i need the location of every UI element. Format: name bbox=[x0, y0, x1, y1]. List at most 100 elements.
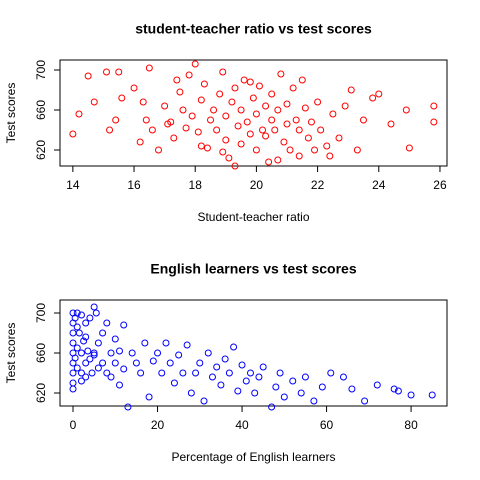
point bbox=[292, 116, 300, 124]
point bbox=[347, 86, 355, 94]
point bbox=[327, 369, 335, 377]
point bbox=[317, 126, 325, 134]
x-tick-label: 16 bbox=[127, 178, 141, 192]
point bbox=[298, 76, 306, 84]
point bbox=[207, 116, 215, 124]
point bbox=[162, 339, 170, 347]
point bbox=[99, 359, 107, 367]
point bbox=[90, 303, 98, 311]
point bbox=[274, 106, 282, 114]
point bbox=[103, 68, 111, 76]
point bbox=[103, 319, 111, 327]
point bbox=[115, 381, 123, 389]
point bbox=[237, 140, 245, 148]
point bbox=[69, 130, 77, 138]
point bbox=[208, 373, 216, 381]
point bbox=[69, 329, 77, 337]
point bbox=[323, 142, 331, 150]
point bbox=[179, 369, 187, 377]
point bbox=[84, 72, 92, 80]
point bbox=[252, 110, 260, 118]
point bbox=[289, 84, 297, 92]
plot-box bbox=[59, 59, 448, 167]
y-tick-label: 660 bbox=[34, 100, 48, 120]
point bbox=[230, 343, 238, 351]
point bbox=[77, 349, 85, 357]
point bbox=[295, 126, 303, 134]
point bbox=[75, 329, 83, 337]
point bbox=[268, 90, 276, 98]
point bbox=[297, 389, 305, 397]
y-tick-label: 660 bbox=[34, 343, 48, 363]
point bbox=[304, 134, 312, 142]
point bbox=[145, 64, 153, 72]
point bbox=[128, 349, 136, 357]
point bbox=[145, 393, 153, 401]
point bbox=[252, 146, 260, 154]
x-tick-label: 0 bbox=[70, 418, 77, 432]
point bbox=[216, 90, 224, 98]
point bbox=[430, 118, 438, 126]
point bbox=[219, 68, 227, 76]
point bbox=[73, 309, 81, 317]
point bbox=[106, 126, 114, 134]
point bbox=[86, 314, 94, 322]
point bbox=[222, 136, 230, 144]
point bbox=[183, 341, 191, 349]
point bbox=[69, 385, 77, 393]
point bbox=[118, 94, 126, 102]
point bbox=[196, 359, 204, 367]
point bbox=[120, 321, 128, 329]
point bbox=[335, 134, 343, 142]
point bbox=[77, 369, 85, 377]
chart-title: English learners vs test scores bbox=[150, 261, 356, 277]
point bbox=[390, 385, 398, 393]
x-tick-label: 20 bbox=[151, 418, 165, 432]
point bbox=[373, 381, 381, 389]
x-tick-label: 24 bbox=[372, 178, 386, 192]
point bbox=[80, 337, 88, 345]
point bbox=[217, 381, 225, 389]
point bbox=[361, 397, 369, 405]
point bbox=[394, 387, 402, 395]
point bbox=[124, 403, 132, 411]
point bbox=[136, 138, 144, 146]
point bbox=[295, 152, 303, 160]
point bbox=[92, 309, 100, 317]
point bbox=[262, 132, 270, 140]
point bbox=[200, 80, 208, 88]
point bbox=[130, 84, 138, 92]
point bbox=[339, 373, 347, 381]
point bbox=[73, 323, 81, 331]
point bbox=[369, 94, 377, 102]
point bbox=[175, 351, 183, 359]
point bbox=[348, 385, 356, 393]
point bbox=[268, 116, 276, 124]
point bbox=[94, 339, 102, 347]
point bbox=[283, 100, 291, 108]
point bbox=[280, 393, 288, 401]
point bbox=[120, 365, 128, 373]
point bbox=[170, 379, 178, 387]
point bbox=[276, 369, 284, 377]
point bbox=[155, 146, 163, 154]
point bbox=[166, 359, 174, 367]
point bbox=[107, 373, 115, 381]
x-axis-label: Percentage of English learners bbox=[171, 450, 335, 464]
point bbox=[329, 110, 337, 118]
point bbox=[158, 369, 166, 377]
point bbox=[200, 397, 208, 405]
y-tick-label: 700 bbox=[34, 303, 48, 323]
point bbox=[197, 96, 205, 104]
point bbox=[73, 364, 81, 372]
point bbox=[407, 391, 415, 399]
point bbox=[262, 102, 270, 110]
point bbox=[402, 106, 410, 114]
point bbox=[307, 118, 315, 126]
point bbox=[231, 84, 239, 92]
point bbox=[301, 373, 309, 381]
point bbox=[204, 349, 212, 357]
point bbox=[69, 339, 77, 347]
point bbox=[222, 112, 230, 120]
